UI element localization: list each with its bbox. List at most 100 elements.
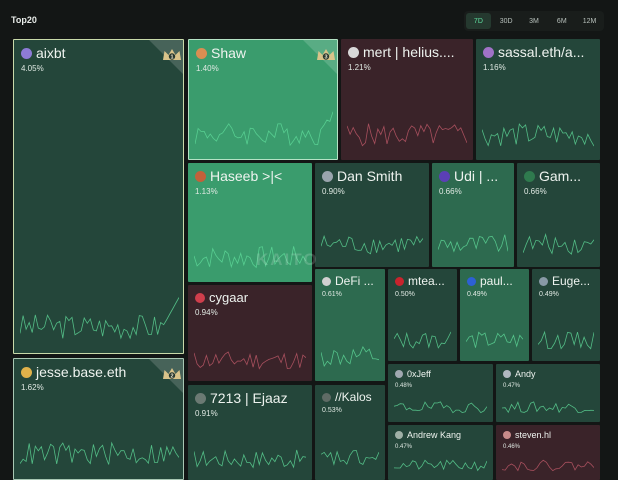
tile-percentage: 0.66% (439, 187, 462, 196)
tile-name: //Kalos (335, 390, 372, 404)
tile-name: 0xJeff (407, 369, 431, 379)
treemap-tile[interactable]: DeFi ... 0.61% (315, 269, 385, 381)
treemap-tile[interactable]: mert | helius.... 1.21% (341, 39, 473, 160)
tile-name: Udi | ... (454, 168, 499, 184)
trend-sparkline (538, 331, 594, 350)
svg-text:3: 3 (324, 55, 327, 61)
avatar (539, 276, 548, 286)
treemap-tile[interactable]: Andrew Kang 0.47% (388, 425, 493, 480)
trend-sparkline (394, 400, 487, 413)
treemap-tile[interactable]: sassal.eth/a... 1.16% (476, 39, 600, 160)
trend-sparkline (321, 346, 379, 367)
tile-title: cygaar (195, 290, 248, 305)
trend-sparkline (194, 449, 306, 469)
tab-3m[interactable]: 3M (529, 17, 539, 25)
tile-percentage: 4.05% (21, 64, 44, 73)
trend-sparkline (502, 400, 594, 413)
trend-sparkline (394, 459, 487, 472)
tile-name: Haseeb >|< (210, 168, 283, 184)
tile-title: 0xJeff (395, 369, 431, 379)
treemap-tile[interactable]: cygaar 0.94% (188, 285, 312, 381)
treemap-tile[interactable]: //Kalos 0.53% (315, 385, 385, 480)
tile-title: mert | helius.... (348, 44, 455, 60)
avatar (395, 370, 403, 378)
crown-icon: 2 (149, 359, 183, 393)
trend-sparkline (20, 441, 179, 465)
treemap-tile[interactable]: Udi | ... 0.66% (432, 163, 514, 267)
tile-name: steven.hl (515, 430, 552, 440)
treemap-tile[interactable]: paul... 0.49% (460, 269, 529, 361)
avatar (524, 170, 535, 182)
avatar (467, 276, 476, 286)
trend-sparkline (438, 234, 508, 253)
tile-title: DeFi ... (322, 274, 374, 288)
tile-percentage: 0.90% (322, 187, 345, 196)
tile-title: Udi | ... (439, 168, 498, 184)
tile-title: Dan Smith (322, 168, 402, 184)
treemap-tile[interactable]: Gam... 0.66% (517, 163, 600, 267)
trend-sparkline (394, 332, 451, 350)
trend-sparkline (321, 235, 423, 255)
avatar (195, 392, 206, 404)
trend-sparkline (482, 123, 594, 147)
tile-percentage: 0.53% (322, 407, 342, 414)
tile-name: aixbt (36, 45, 66, 61)
tile-name: cygaar (209, 290, 249, 305)
tile-name: Shaw (211, 45, 247, 61)
tile-title: Gam... (524, 168, 581, 184)
avatar (195, 292, 205, 303)
treemap-tile[interactable]: Andy 0.47% (496, 364, 600, 422)
svg-text:1: 1 (170, 55, 173, 61)
avatar (483, 46, 494, 58)
treemap-tile[interactable]: Haseeb >|< 1.13% (188, 163, 312, 282)
tile-title: steven.hl (503, 430, 551, 440)
trend-sparkline (523, 233, 594, 256)
tile-title: //Kalos (322, 390, 372, 404)
tab-7d[interactable]: 7D (466, 13, 491, 29)
treemap-tile[interactable]: Dan Smith 0.90% (315, 163, 429, 267)
tile-percentage: 1.13% (195, 187, 218, 196)
panel-title: Top20 (11, 15, 37, 25)
crown-icon: 3 (303, 40, 337, 74)
tab-30d[interactable]: 30D (499, 17, 513, 25)
treemap-tile[interactable]: Euge... 0.49% (532, 269, 600, 361)
tile-title: mtea... (395, 274, 445, 288)
tab-6m[interactable]: 6M (556, 17, 567, 25)
treemap-tile[interactable]: 0xJeff 0.48% (388, 364, 493, 422)
trend-sparkline (347, 123, 467, 147)
treemap-tile[interactable]: mtea... 0.50% (388, 269, 457, 361)
avatar (503, 370, 511, 378)
avatar (322, 170, 333, 182)
tile-name: 7213 | Ejaaz (210, 390, 288, 406)
tile-title: Euge... (539, 274, 590, 288)
treemap-tile[interactable]: steven.hl 0.46% (496, 425, 600, 480)
tile-percentage: 0.50% (395, 291, 415, 298)
tile-title: jesse.base.eth (21, 364, 126, 380)
tile-percentage: 1.21% (348, 63, 371, 72)
tile-percentage: 0.91% (195, 409, 218, 418)
tile-percentage: 0.49% (539, 291, 559, 298)
treemap-tile[interactable]: 7213 | Ejaaz 0.91% (188, 385, 312, 480)
trend-sparkline (502, 459, 594, 472)
tile-title: Andy (503, 369, 536, 379)
tile-name: jesse.base.eth (36, 364, 127, 380)
trend-sparkline (194, 351, 306, 370)
tile-name: mtea... (408, 274, 445, 288)
tile-title: 7213 | Ejaaz (195, 390, 288, 406)
avatar (196, 47, 207, 59)
avatar (21, 366, 32, 378)
svg-text:2: 2 (170, 374, 173, 380)
timeframe-tabs: 7D 30D 3M 6M 12M (464, 11, 604, 31)
tile-name: Gam... (539, 168, 582, 184)
tab-12m[interactable]: 12M (582, 17, 597, 25)
tile-percentage: 0.47% (503, 383, 521, 389)
avatar (195, 170, 206, 182)
tile-name: Andrew Kang (407, 430, 462, 440)
trend-sparkline (20, 297, 179, 340)
avatar (21, 47, 32, 59)
tile-title: Shaw (196, 45, 246, 61)
